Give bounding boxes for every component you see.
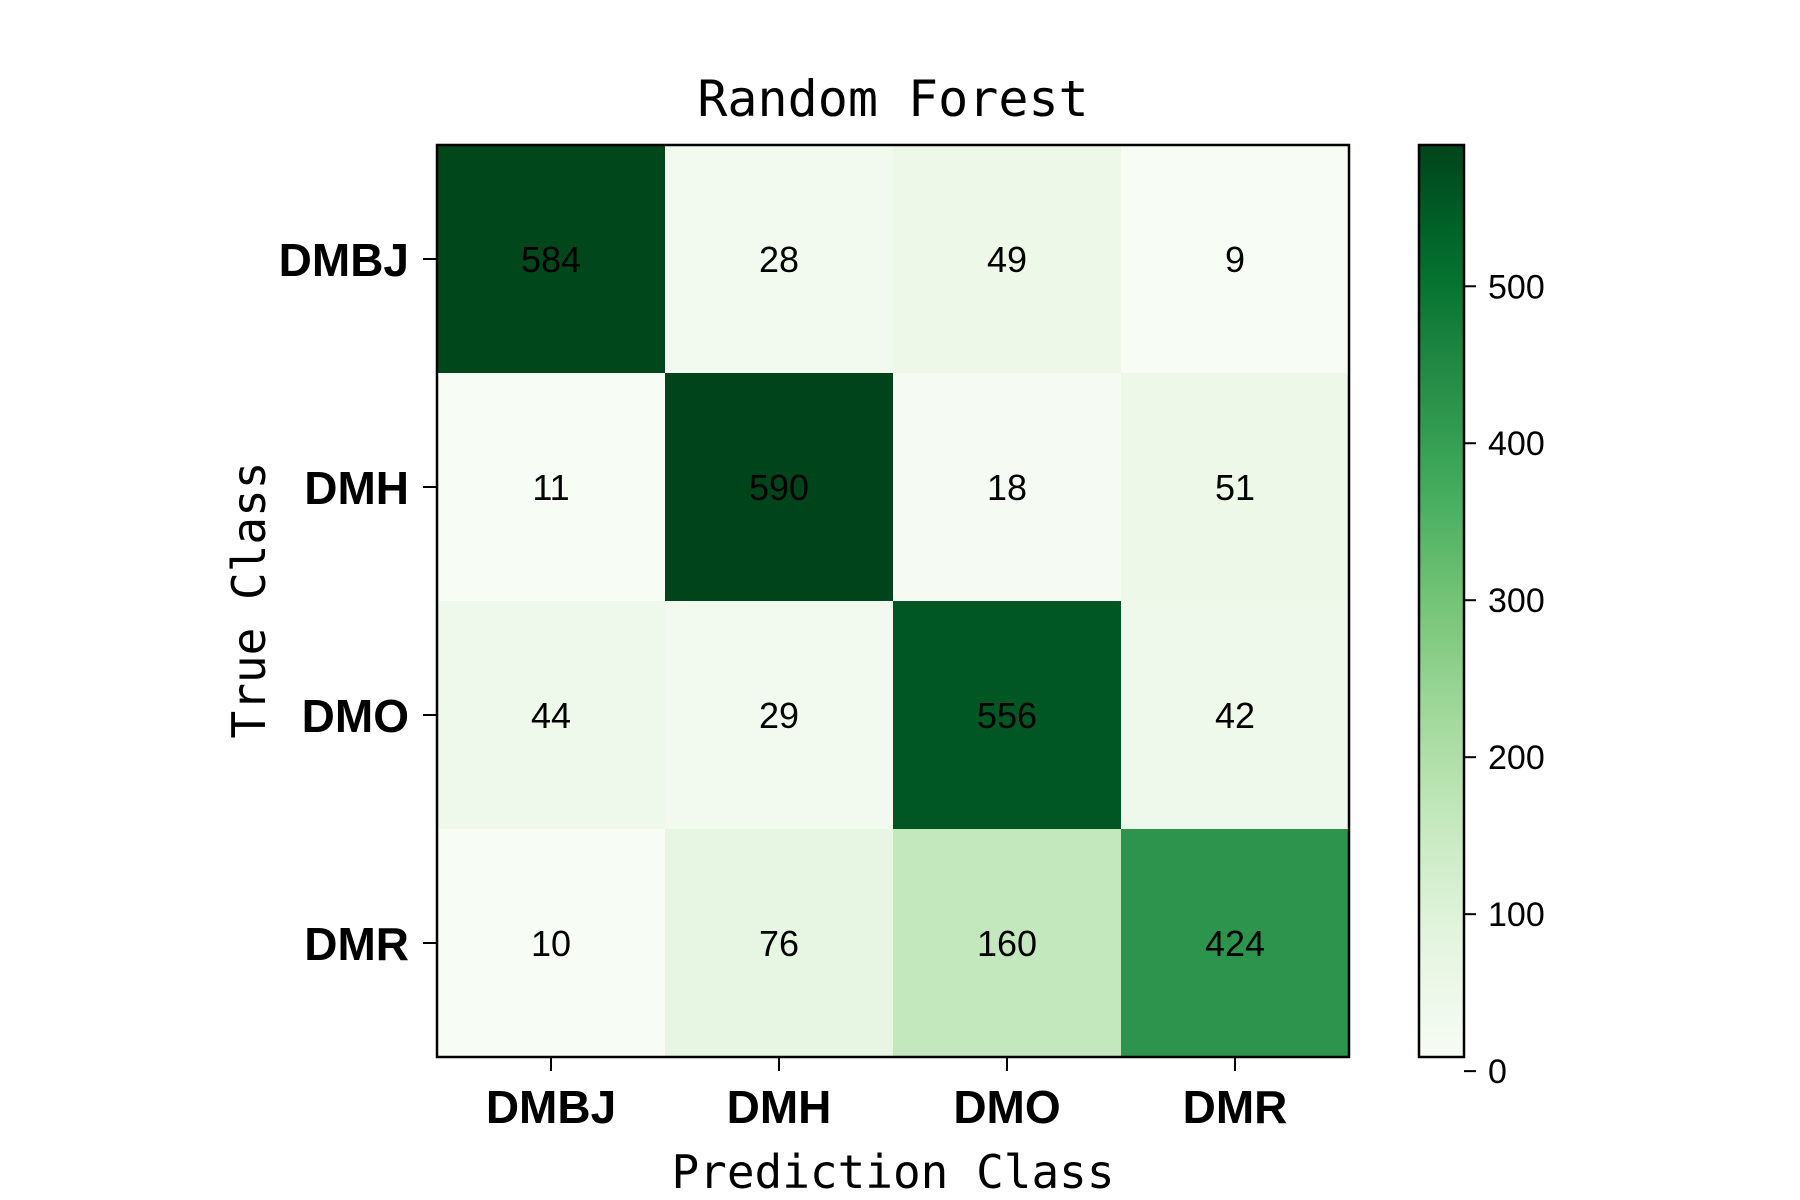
x-axis-label: Prediction Class — [671, 1145, 1114, 1199]
heatmap-cell-r3-c2 — [893, 829, 1121, 1057]
y-tick-label-2: DMO — [302, 690, 409, 742]
heatmap-grid: 584 28 49 9 11 590 18 51 44 29 556 42 10 76 160 424 — [435, 143, 1351, 1059]
heatmap-frame — [435, 143, 1351, 1059]
x-tick-label-2: DMO — [953, 1081, 1060, 1133]
heatmap-cell-r3-c1 — [665, 829, 893, 1057]
heatmap-cell-r0-c0 — [437, 145, 665, 373]
heatmap-cell-r1-c0 — [437, 373, 665, 601]
cell-value-r3-c3: 424 — [1205, 923, 1265, 964]
heatmap-cell-r3-c0 — [437, 829, 665, 1057]
colorbar: 0 100 200 300 400 500 — [1417, 143, 1545, 1091]
colorbar-tick-label-1: 100 — [1488, 896, 1545, 934]
heatmap-cell-r2-c3 — [1121, 601, 1349, 829]
colorbar-tick-label-5: 500 — [1488, 268, 1545, 306]
cell-value-r1-c3: 51 — [1215, 467, 1255, 508]
heatmap-cell-r2-c0 — [437, 601, 665, 829]
heatmap-cell-r1-c2 — [893, 373, 1121, 601]
heatmap-cell-r0-c1 — [665, 145, 893, 373]
y-axis-label: True Class — [222, 462, 276, 739]
cell-value-r3-c2: 160 — [977, 923, 1037, 964]
colorbar-tick-label-2: 200 — [1488, 739, 1545, 777]
cell-value-r0-c3: 9 — [1225, 239, 1245, 280]
colorbar-gradient — [1417, 143, 1466, 1059]
colorbar-tick-label-4: 400 — [1488, 425, 1545, 463]
cell-value-r0-c0: 584 — [521, 239, 581, 280]
x-tick-label-0: DMBJ — [486, 1081, 616, 1133]
y-tick-label-1: DMH — [304, 462, 409, 514]
heatmap-cell-r0-c2 — [893, 145, 1121, 373]
cell-value-r2-c3: 42 — [1215, 695, 1255, 736]
cell-value-r3-c1: 76 — [759, 923, 799, 964]
heatmap-cell-r3-c3 — [1121, 829, 1349, 1057]
heatmap-cell-r0-c3 — [1121, 145, 1349, 373]
cell-value-r1-c2: 18 — [987, 467, 1027, 508]
cell-value-r1-c0: 11 — [532, 467, 569, 508]
x-tick-label-1: DMH — [727, 1081, 832, 1133]
cell-value-r3-c0: 10 — [531, 923, 571, 964]
heatmap-cell-r1-c1 — [665, 373, 893, 601]
x-tick-label-3: DMR — [1183, 1081, 1288, 1133]
y-axis: DMBJ DMH DMO DMR — [279, 234, 437, 970]
colorbar-tick-label-0: 0 — [1488, 1053, 1507, 1091]
cell-value-r0-c1: 28 — [759, 239, 799, 280]
cell-value-r2-c1: 29 — [759, 695, 799, 736]
cell-value-r2-c0: 44 — [531, 695, 571, 736]
cell-value-r0-c2: 49 — [987, 239, 1027, 280]
y-tick-label-3: DMR — [304, 918, 409, 970]
chart-title: Random Forest — [697, 70, 1088, 128]
cell-value-r2-c2: 556 — [977, 695, 1037, 736]
heatmap-cell-r2-c2 — [893, 601, 1121, 829]
heatmap-cell-r2-c1 — [665, 601, 893, 829]
x-axis: DMBJ DMH DMO DMR — [486, 1057, 1288, 1133]
y-tick-label-0: DMBJ — [279, 234, 409, 286]
cell-value-r1-c1: 590 — [749, 467, 809, 508]
colorbar-tick-label-3: 300 — [1488, 582, 1545, 620]
heatmap-cell-r1-c3 — [1121, 373, 1349, 601]
